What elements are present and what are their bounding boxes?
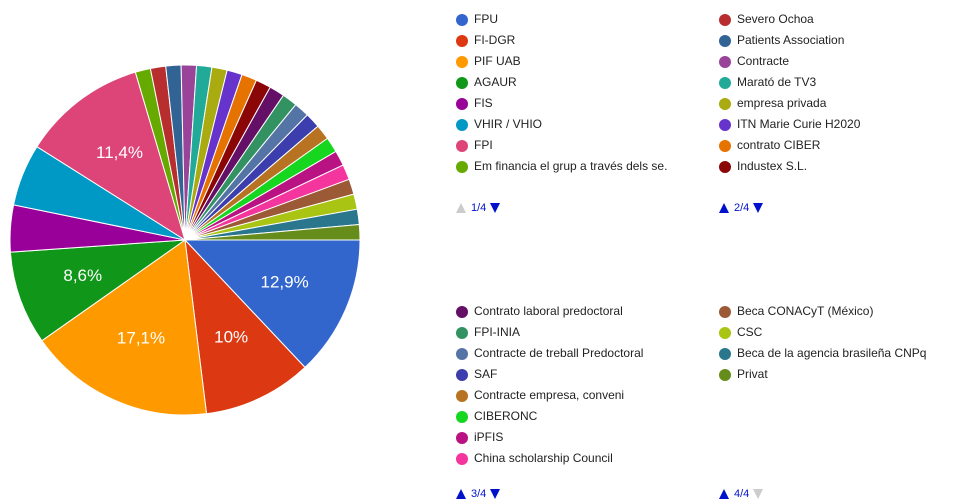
slice-label: 11,4% [96, 143, 143, 162]
legend-label: Industex S.L. [737, 159, 807, 173]
legend-label: SAF [474, 367, 497, 381]
legend-label: Contrato laboral predoctoral [474, 304, 623, 318]
legend-swatch [456, 432, 468, 444]
page-prev[interactable] [719, 489, 729, 499]
page-indicator: 4/4 [734, 488, 749, 500]
legend-swatch [456, 306, 468, 318]
legend-swatch [719, 56, 731, 68]
legend-label: FPU [474, 12, 498, 26]
legend-label: FPI-INIA [474, 325, 520, 339]
slice-label: 8,6% [63, 266, 102, 285]
pie-slice [41, 239, 208, 416]
legend-swatch [456, 119, 468, 131]
pie-slice [184, 223, 361, 241]
page-next[interactable] [753, 203, 763, 213]
legend-swatch [456, 369, 468, 381]
page-prev[interactable] [456, 489, 466, 499]
legend-label: empresa privada [737, 96, 827, 110]
legend-swatch [719, 161, 731, 173]
legend-label: Contracte de treball Predoctoral [474, 346, 643, 360]
legend-swatch [719, 35, 731, 47]
legend-swatch [456, 56, 468, 68]
legend-swatch [719, 77, 731, 89]
legend-label: AGAUR [474, 75, 517, 89]
legend-label: iPFIS [474, 430, 503, 444]
legend-label: FIS [474, 96, 493, 110]
page-indicator: 2/4 [734, 202, 749, 214]
legend-swatch [719, 140, 731, 152]
legend-swatch [456, 390, 468, 402]
legend-label: Severo Ochoa [737, 12, 814, 26]
legend-swatch [456, 77, 468, 89]
page-next[interactable] [490, 489, 500, 499]
page-next[interactable] [490, 203, 500, 213]
legend-swatch [456, 14, 468, 26]
legend-label: Contracte empresa, conveni [474, 388, 624, 402]
legend-swatch [456, 140, 468, 152]
legend-swatch [719, 327, 731, 339]
legend-swatch [456, 453, 468, 465]
page-indicator: 3/4 [471, 488, 486, 500]
legend-swatch [456, 35, 468, 47]
legend-label: PIF UAB [474, 54, 521, 68]
legend-label: VHIR / VHIO [474, 117, 542, 131]
legend-swatch [719, 369, 731, 381]
legend-swatch [456, 98, 468, 110]
legend-swatch [456, 411, 468, 423]
pie-slice [36, 71, 186, 242]
legend-label: Patients Association [737, 33, 844, 47]
legend-label: CIBERONC [474, 409, 538, 423]
legend-label: Contracte [737, 54, 789, 68]
legend-label: China scholarship Council [474, 451, 613, 465]
legend-swatch [719, 98, 731, 110]
legend-swatch [719, 14, 731, 26]
legend-swatch [456, 327, 468, 339]
page-indicator: 1/4 [471, 202, 486, 214]
legend-swatch [719, 348, 731, 360]
legend-label: contrato CIBER [737, 138, 821, 152]
slice-label: 17,1% [117, 329, 165, 348]
legend-swatch [456, 161, 468, 173]
legend-swatch [719, 119, 731, 131]
legend-label: FI-DGR [474, 33, 516, 47]
legend-swatch [719, 306, 731, 318]
legend-label: Em financia el grup a través dels se. [474, 159, 667, 173]
legend-swatch [456, 348, 468, 360]
legend-label: CSC [737, 325, 763, 339]
legend-label: Privat [737, 367, 768, 381]
legend-label: FPI [474, 138, 493, 152]
page-next [753, 489, 763, 499]
page-prev[interactable] [719, 203, 729, 213]
legend-label: Beca CONACyT (México) [737, 304, 873, 318]
legend-label: ITN Marie Curie H2020 [737, 117, 861, 131]
legend-label: Marató de TV3 [737, 75, 816, 89]
legend-label: Beca de la agencia brasileña CNPq [737, 346, 926, 360]
pie-slice [9, 239, 187, 342]
slice-label: 10% [214, 328, 248, 347]
pie-slice [184, 238, 306, 415]
page-prev [456, 203, 466, 213]
pie-slice [183, 239, 361, 369]
slice-label: 12,9% [261, 273, 309, 292]
